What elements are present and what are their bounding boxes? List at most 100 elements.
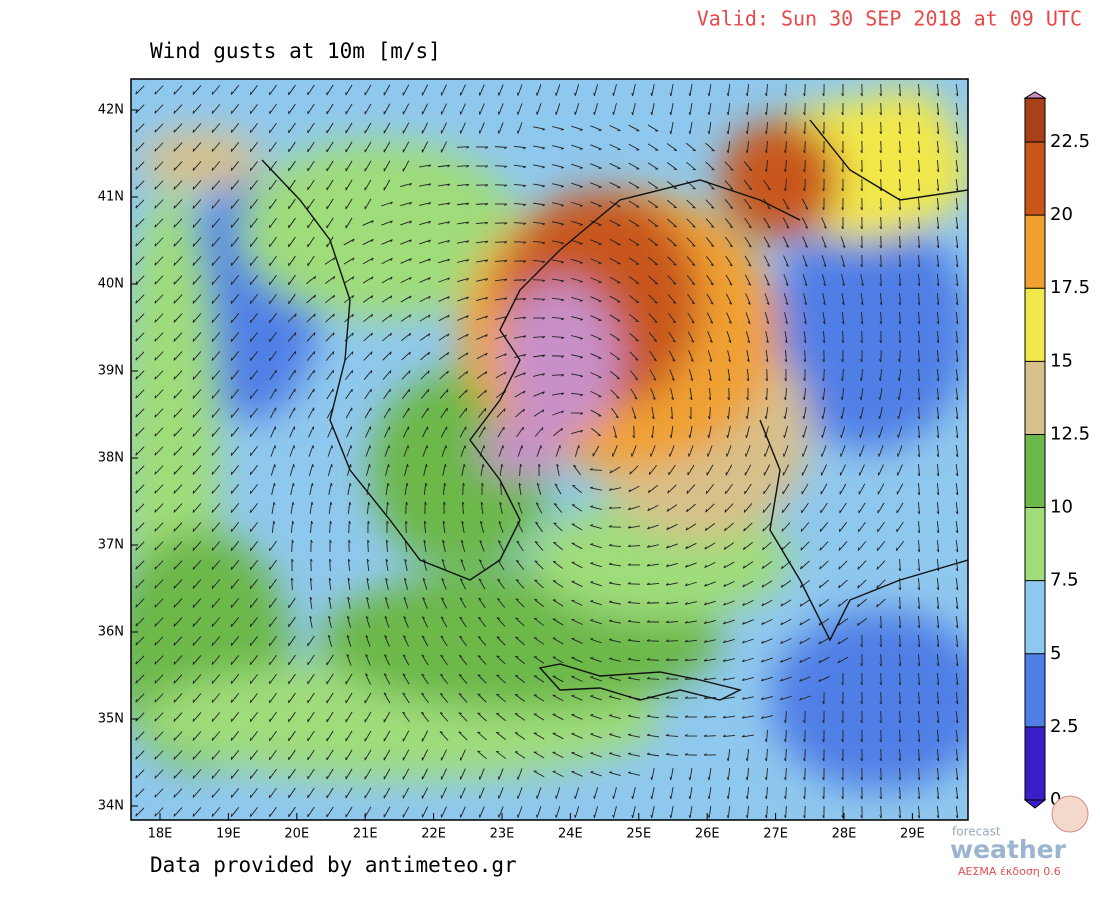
wind-arrow [345,388,353,400]
wind-arrow [876,560,886,570]
wind-arrow [917,539,920,553]
wind-arrow [609,638,621,643]
wind-arrow [249,274,258,286]
wind-arrow [420,351,430,361]
wind-arrow [841,83,844,97]
wind-arrow [898,273,901,287]
wind-arrow [551,374,565,377]
wind-arrow [270,464,276,476]
wind-arrow [686,161,696,171]
wind-arrow [819,541,829,551]
wind-arrow [917,634,920,648]
wind-arrow [803,368,806,382]
wind-arrow [420,370,430,380]
wind-arrow [419,202,432,206]
wind-arrow [479,520,485,533]
wind-arrow [383,84,391,96]
wind-arrow [443,501,446,515]
lat-label: 38N [98,451,124,466]
wind-arrow [841,805,844,819]
lat-label: 39N [98,364,124,379]
wind-arrow [154,788,164,798]
wind-arrow [306,332,316,342]
wind-arrow [532,354,546,358]
wind-arrow [230,579,240,589]
wind-arrow [154,427,164,437]
wind-arrow [898,634,901,648]
wind-arrow [608,562,622,567]
wind-arrow [135,123,145,133]
wind-arrow [571,258,583,264]
wind-arrow [533,675,545,683]
wind-arrow [609,752,621,758]
wind-arrow [459,122,466,134]
wind-arrow [898,140,901,154]
wind-arrow [936,197,940,211]
wind-arrow [631,806,636,818]
wind-arrow [783,748,787,762]
wind-arrow [288,388,296,400]
wind-arrow [533,732,545,740]
wind-arrow [307,730,315,742]
wind-arrow [917,406,920,420]
wind-arrow [646,676,660,680]
wind-arrow [685,523,697,531]
wind-arrow [249,388,258,400]
wind-arrow [211,617,221,627]
wind-arrow [154,522,164,532]
wind-arrow [288,597,296,609]
wind-arrow [288,122,296,134]
wind-arrow [818,637,830,645]
wind-arrow [381,239,393,245]
wind-arrow [135,389,145,399]
wind-arrow [742,599,754,607]
wind-arrow [878,426,884,438]
wind-arrow [347,501,352,515]
wind-arrow [955,710,959,724]
wind-arrow [154,712,164,722]
wind-arrow [386,501,390,515]
wind-arrow [533,391,545,397]
wind-arrow [763,483,771,495]
wind-arrow [688,806,693,819]
wind-arrow [707,331,713,343]
colorbar-label: 12.5 [1050,423,1090,444]
wind-arrow [801,483,809,495]
wind-arrow [760,715,773,719]
lon-label: 28E [832,827,857,842]
wind-arrow [135,446,145,456]
wind-arrow [571,163,583,169]
wind-arrow [822,178,825,192]
wind-arrow [571,732,583,739]
wind-arrow [782,217,790,229]
wind-arrow [896,521,904,533]
wind-arrow [383,388,391,400]
wind-arrow [269,730,277,742]
wind-arrow [402,103,410,115]
wind-arrow [154,237,164,247]
wind-arrow [552,751,564,759]
wind-arrow [364,198,372,210]
wind-arrow [898,786,901,800]
wind-arrow [460,445,466,457]
wind-arrow [841,293,845,306]
wind-arrow [822,102,825,116]
wind-arrow [514,372,526,378]
wind-arrow [609,714,621,719]
wind-arrow [764,748,768,762]
wind-arrow [782,198,790,210]
wind-arrow [366,482,371,495]
wind-arrow [608,600,621,605]
wind-arrow [936,634,940,648]
wind-arrow [552,164,564,169]
wind-arrow [857,598,867,608]
wind-arrow [419,239,432,245]
wind-arrow [347,596,351,609]
wind-arrow [593,103,599,115]
wind-arrow [367,539,370,553]
wind-arrow [627,505,640,511]
wind-arrow [879,216,882,230]
wind-arrow [404,558,408,571]
wind-arrow [743,161,753,171]
wind-arrow [440,122,447,134]
